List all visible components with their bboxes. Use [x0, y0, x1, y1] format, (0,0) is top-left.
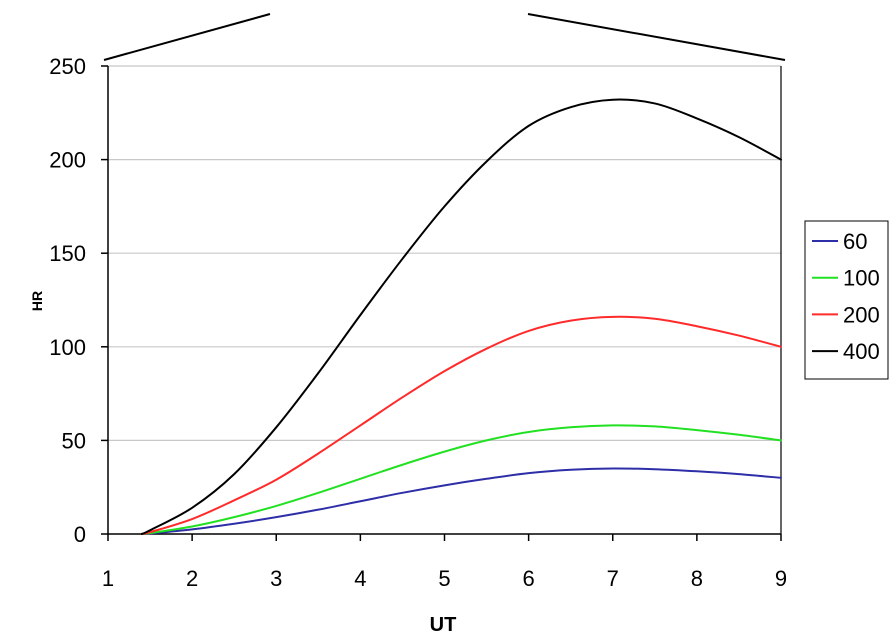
x-tick-label: 6	[523, 566, 535, 591]
plot-top-border-left	[103, 13, 271, 61]
y-tick-label: 100	[49, 335, 86, 360]
legend-box	[804, 220, 889, 380]
y-tick-label: 50	[62, 428, 86, 453]
x-tick-label: 2	[186, 566, 198, 591]
legend-label-400: 400	[843, 339, 880, 364]
x-axis-title: UT	[430, 614, 457, 636]
gridlines	[108, 65, 781, 441]
y-tick-label: 0	[74, 522, 86, 547]
series-line-100	[140, 424, 782, 535]
legend-label-100: 100	[843, 266, 880, 291]
legend: 60 100 200 400	[804, 220, 889, 380]
x-tick-label: 1	[102, 566, 114, 591]
plot-top-border-right	[527, 13, 786, 61]
series-line-200	[140, 315, 782, 535]
y-tick-label: 150	[49, 241, 86, 266]
x-tick-label: 3	[270, 566, 282, 591]
legend-label-200: 200	[843, 302, 880, 327]
plot-top-border	[103, 13, 786, 61]
x-tick-label: 4	[354, 566, 366, 591]
y-tick-label: 250	[49, 54, 86, 79]
y-axis-title: HR	[29, 291, 45, 311]
y-tick-labels: 0 50 100 150 200 250	[49, 54, 86, 547]
x-tick-label: 5	[438, 566, 450, 591]
y-tick-label: 200	[49, 148, 86, 173]
axes	[101, 65, 782, 541]
x-tick-label: 9	[775, 566, 787, 591]
x-tick-labels: 1 2 3 4 5 6 7 8 9	[102, 566, 787, 591]
series-line-60	[140, 467, 782, 535]
series-lines	[140, 98, 782, 535]
x-tick-label: 7	[607, 566, 619, 591]
x-tick-label: 8	[691, 566, 703, 591]
series-line-400	[140, 98, 782, 535]
legend-label-60: 60	[843, 229, 867, 254]
